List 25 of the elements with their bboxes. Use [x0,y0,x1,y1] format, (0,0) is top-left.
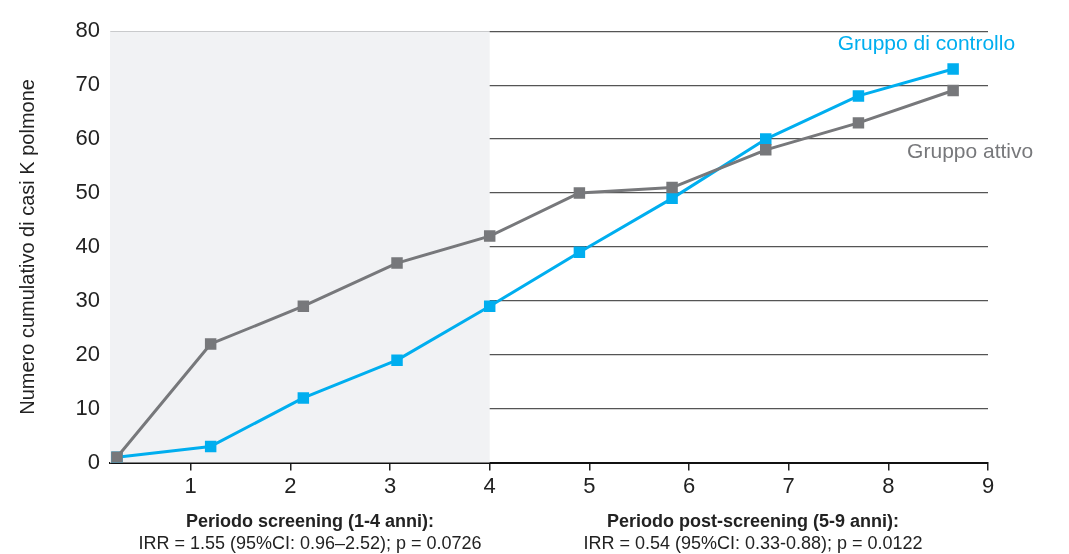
y-axis-title: Numero cumulativo di casi K polmone [15,79,38,415]
x-tick-label: 5 [583,472,596,498]
x-tick-label: 9 [981,472,995,498]
y-tick-label: 70 [75,71,100,97]
text: Periodo screening (1-4 anni): [184,510,435,532]
y-tick-label: 30 [75,286,100,312]
x-tick-label: 8 [882,472,895,498]
y-tick-label: 40 [75,232,100,258]
text: IRR = 0.54 (95%CI: 0.33-0.88); p = 0.0122 [582,532,924,554]
x-tick-label: 2 [284,472,297,498]
x-tick-label: 4 [483,472,496,498]
series-label: Gruppo di controllo [837,30,1016,54]
x-tick-label: 7 [782,472,795,498]
series-label: Gruppo attivo [907,139,1034,163]
x-tick-label: 1 [184,472,197,498]
text: Periodo post-screening (5-9 anni): [605,510,900,532]
x-tick-label: 3 [383,472,397,498]
y-tick-label: 80 [75,17,100,43]
y-tick-label: 60 [75,125,100,151]
x-tick-label: 6 [682,472,696,498]
text: IRR = 1.55 (95%CI: 0.96–2.52); p = 0.0726 [137,532,483,554]
y-tick-label: 10 [75,394,100,420]
y-tick-label: 20 [75,340,100,366]
y-tick-label: 0 [87,448,100,474]
y-tick-label: 50 [75,179,100,205]
